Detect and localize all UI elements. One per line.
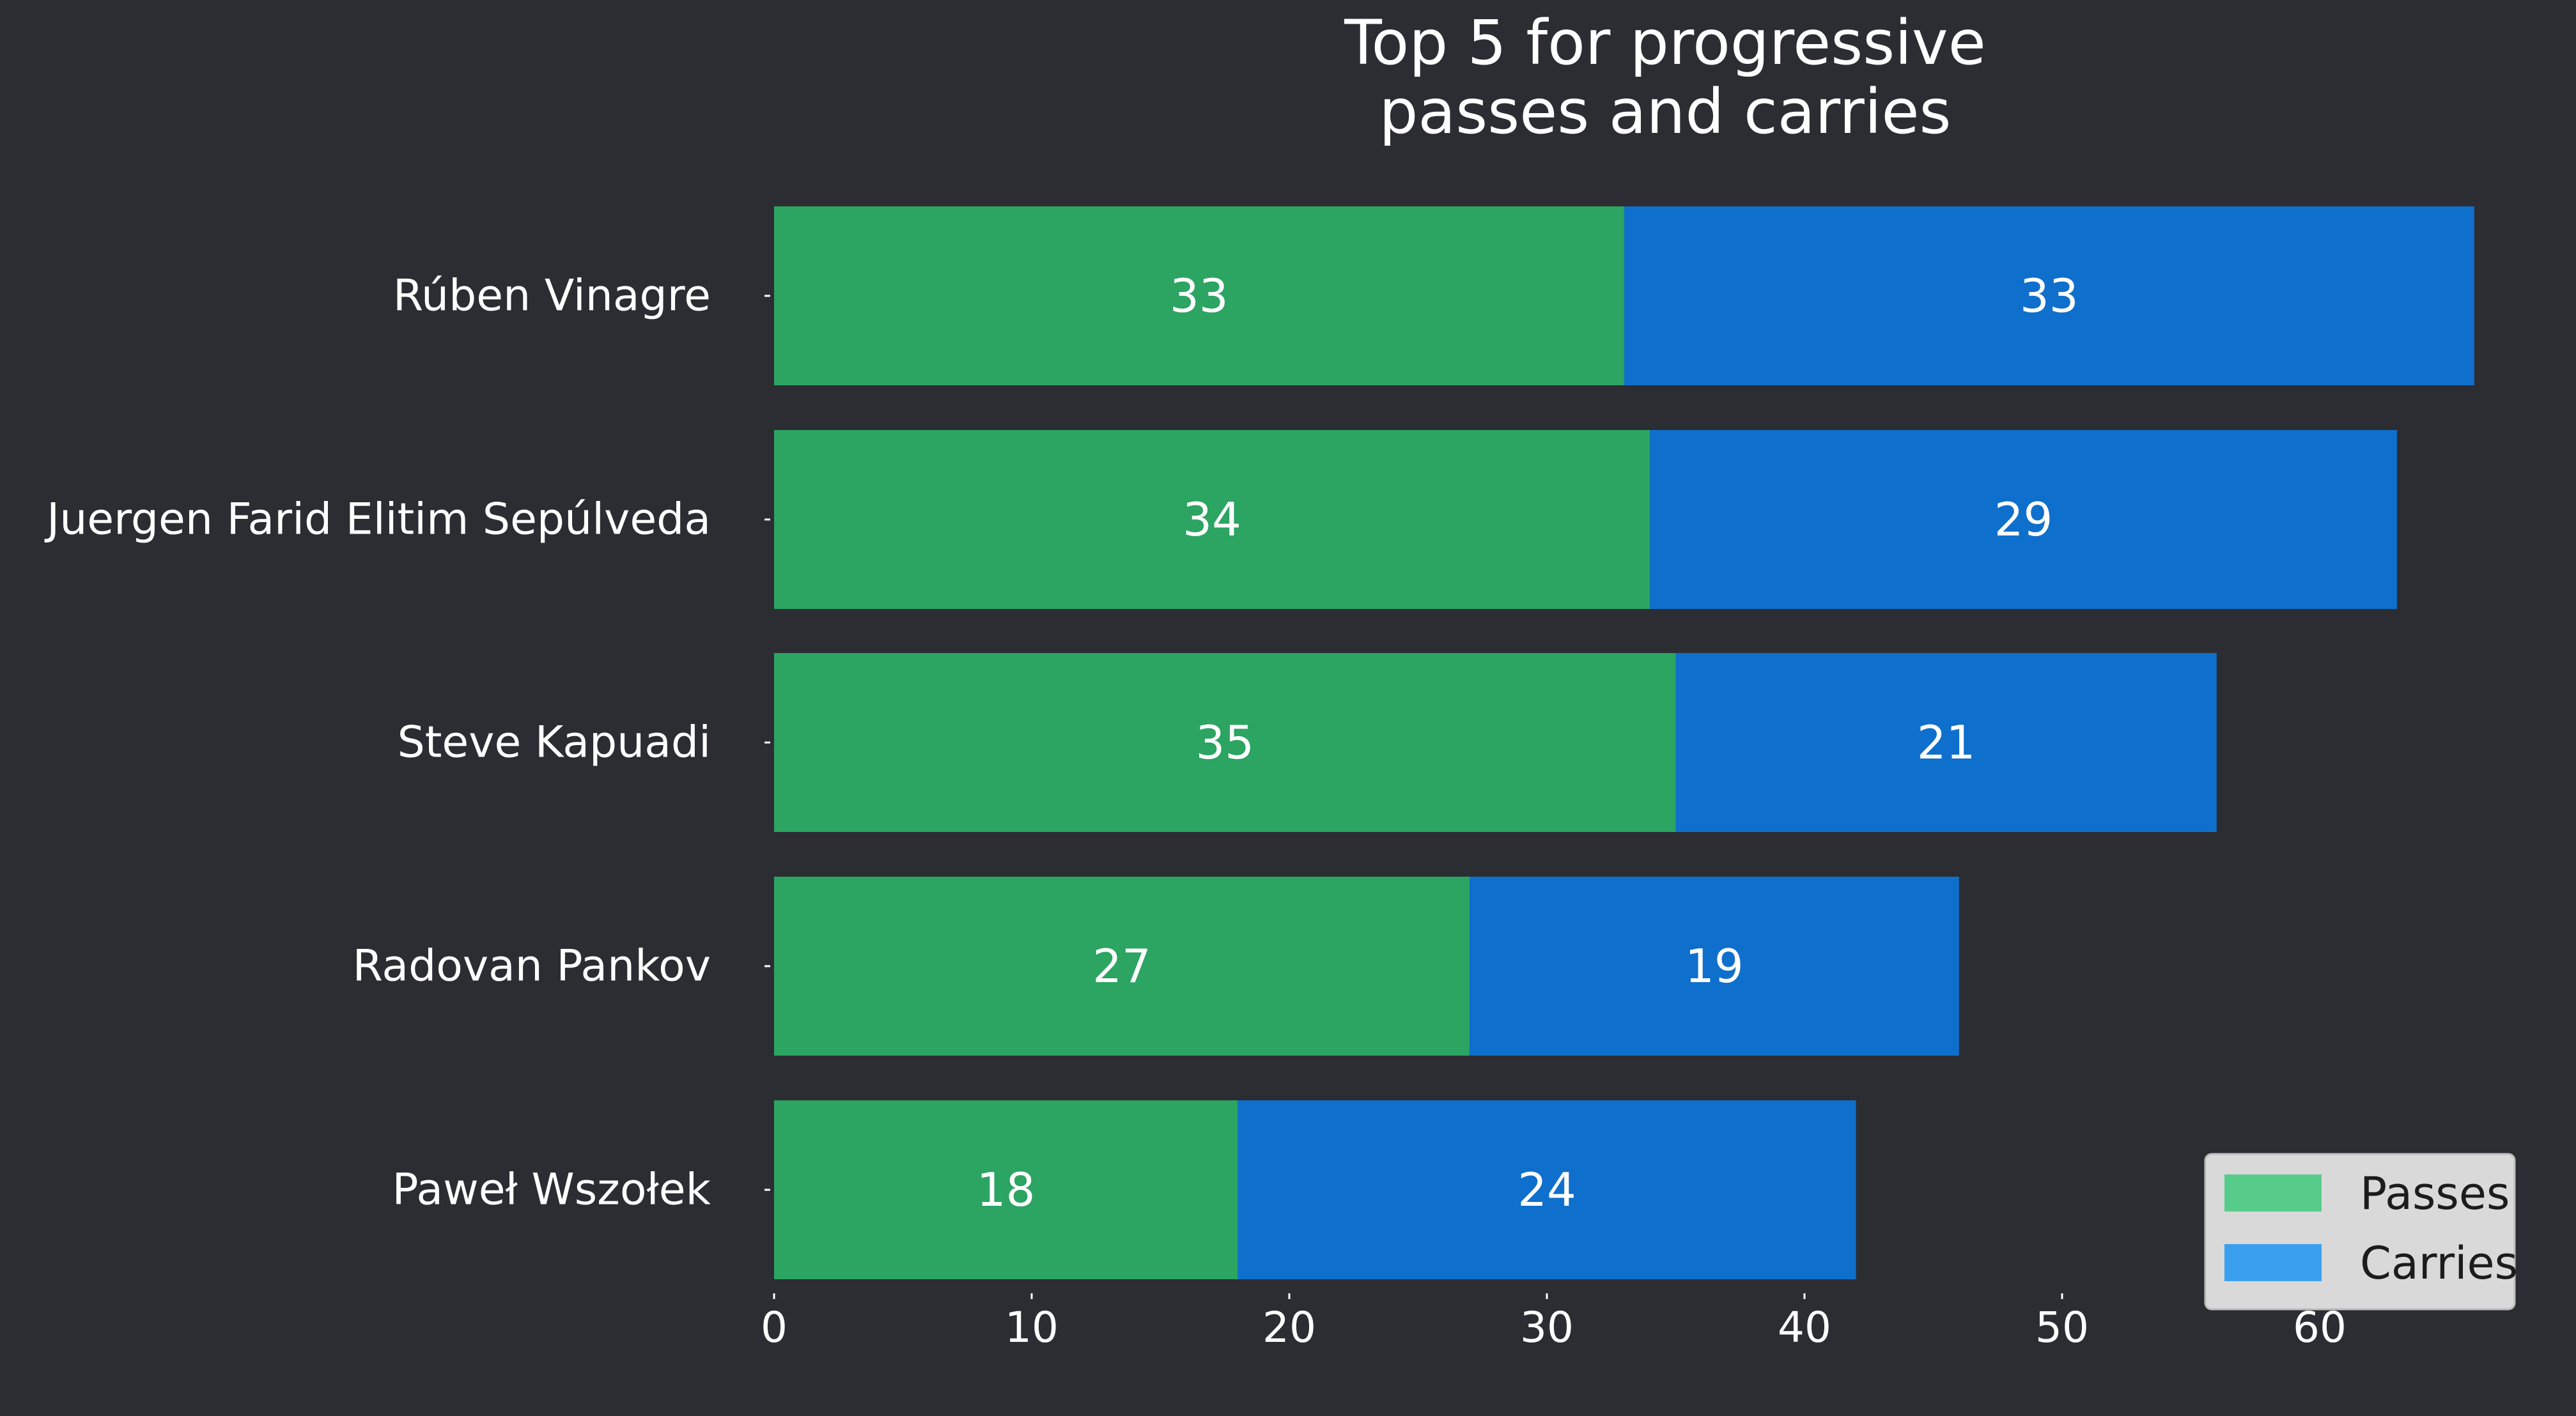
- category-label-juergen-farid-elitim-sepulveda: Juergen Farid Elitim Sepúlveda: [44, 495, 711, 545]
- bar-passes-juergen-farid-elitim-sepulveda: [774, 430, 1650, 609]
- data-label-passes-ruben-vinagre: 33: [1170, 269, 1229, 323]
- legend: Passes Carries: [2204, 1153, 2518, 1311]
- x-tick-label-10: 10: [1005, 1303, 1059, 1352]
- bar-carries-radovan-pankov: [1470, 877, 1959, 1056]
- bar-carries-juergen-farid-elitim-sepulveda: [1650, 430, 2397, 609]
- legend-label-passes: Passes: [2360, 1167, 2510, 1220]
- x-tick-label-30: 30: [1520, 1303, 1574, 1352]
- data-label-carries-ruben-vinagre: 33: [2020, 269, 2079, 323]
- y-axis: Rúben Vinagre Juergen Farid Elitim Sepúlv…: [44, 271, 770, 1215]
- chart-title-line-2: passes and carries: [1379, 76, 1951, 148]
- bar-carries-steve-kapuadi: [1675, 653, 2217, 832]
- data-labels: 33 33 34 29 35 21 27 19 18 24: [977, 269, 2079, 1217]
- data-label-passes-pawe-wszo-ek: 18: [977, 1163, 1036, 1217]
- bar-carries-ruben-vinagre: [1624, 206, 2474, 385]
- bar-passes-pawe-wszo-ek: [774, 1100, 1238, 1279]
- data-label-carries-pawe-wszo-ek: 24: [1517, 1163, 1576, 1217]
- bar-passes-radovan-pankov: [774, 877, 1470, 1056]
- bar-passes-ruben-vinagre: [774, 206, 1624, 385]
- x-tick-label-60: 60: [2293, 1303, 2347, 1352]
- category-label-ruben-vinagre: Rúben Vinagre: [393, 271, 711, 321]
- x-tick-label-50: 50: [2035, 1303, 2089, 1352]
- data-label-carries-juergen-farid-elitim-sepulveda: 29: [1994, 493, 2053, 546]
- data-label-carries-steve-kapuadi: 21: [1917, 716, 1976, 769]
- x-tick-label-40: 40: [1778, 1303, 1831, 1352]
- legend-swatch-passes: [2224, 1174, 2322, 1212]
- x-tick-label-0: 0: [761, 1303, 788, 1352]
- chart-title-line-1: Top 5 for progressive: [1344, 7, 1986, 79]
- data-label-passes-juergen-farid-elitim-sepulveda: 34: [1183, 493, 1241, 546]
- x-tick-label-20: 20: [1262, 1303, 1316, 1352]
- category-label-steve-kapuadi: Steve Kapuadi: [398, 718, 711, 768]
- legend-swatch-carries: [2224, 1244, 2322, 1281]
- data-label-passes-radovan-pankov: 27: [1092, 939, 1151, 993]
- category-label-radovan-pankov: Radovan Pankov: [353, 941, 711, 992]
- category-label-pawe-wszo-ek: Paweł Wszołek: [392, 1165, 711, 1215]
- bar-passes-steve-kapuadi: [774, 653, 1676, 832]
- data-label-carries-radovan-pankov: 19: [1685, 939, 1744, 993]
- x-axis: 0 10 20 30 40 50 60: [761, 1293, 2347, 1352]
- bar-carries-pawe-wszo-ek: [1238, 1100, 1856, 1279]
- data-label-passes-steve-kapuadi: 35: [1195, 716, 1254, 769]
- bars: [774, 206, 2474, 1279]
- legend-label-carries: Carries: [2360, 1237, 2518, 1289]
